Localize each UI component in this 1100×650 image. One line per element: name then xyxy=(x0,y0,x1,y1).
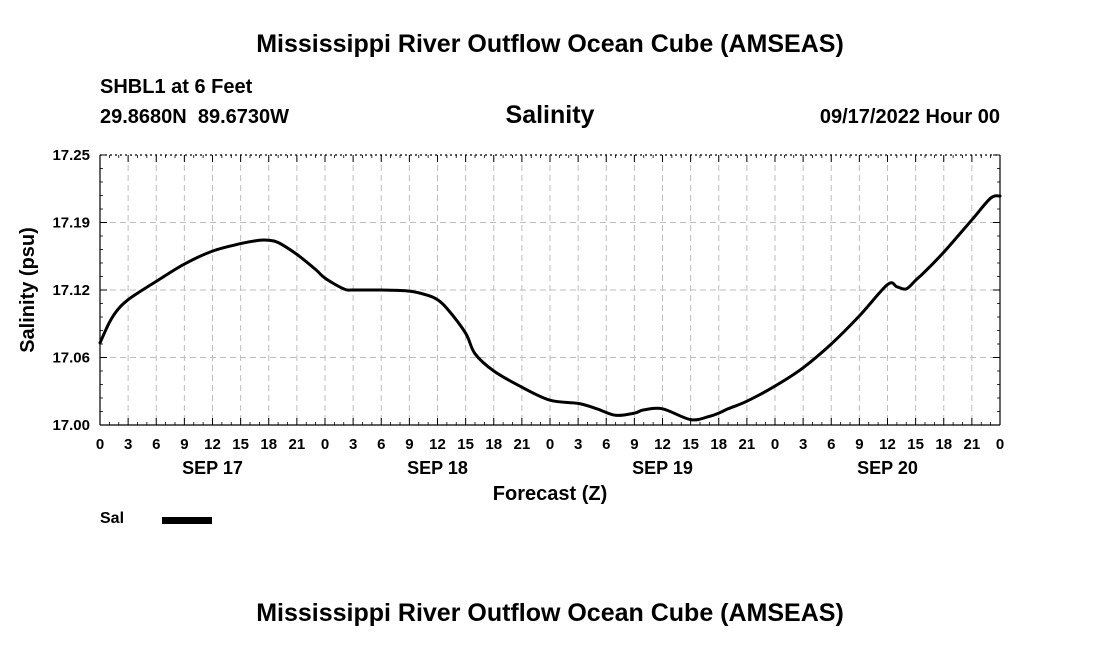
day-label: SEP 19 xyxy=(632,458,693,478)
station-label: SHBL1 at 6 Feet xyxy=(100,76,253,98)
x-tick-label: 3 xyxy=(349,436,357,453)
x-tick-label: 0 xyxy=(96,436,104,453)
x-tick-label: 3 xyxy=(124,436,132,453)
axes xyxy=(99,154,1001,426)
series xyxy=(98,194,1002,422)
legend-label: Sal xyxy=(100,510,125,527)
x-tick-label: 12 xyxy=(429,436,446,453)
x-tick-label: 21 xyxy=(739,436,756,453)
x-tick-label: 21 xyxy=(289,436,306,453)
day-label: SEP 18 xyxy=(407,458,468,478)
main-title: Mississippi River Outflow Ocean Cube (AM… xyxy=(256,30,844,58)
x-tick-label: 9 xyxy=(180,436,188,453)
x-tick-label: 6 xyxy=(377,436,385,453)
x-tick-label: 15 xyxy=(232,436,249,453)
x-tick-label: 0 xyxy=(996,436,1004,453)
y-tick-label: 17.06 xyxy=(52,350,90,367)
x-tick-label: 9 xyxy=(630,436,638,453)
x-tick-label: 21 xyxy=(964,436,981,453)
coordinates-label: 29.8680N 89.6730W xyxy=(100,106,290,128)
x-tick-label: 18 xyxy=(935,436,952,453)
footer-title: Mississippi River Outflow Ocean Cube (AM… xyxy=(256,599,844,627)
x-tick-label: 9 xyxy=(405,436,413,453)
x-tick-label: 18 xyxy=(710,436,727,453)
y-tick-label: 17.19 xyxy=(52,215,90,232)
y-tick-label: 17.12 xyxy=(52,282,90,299)
x-tick-label: 12 xyxy=(879,436,896,453)
x-tick-label: 0 xyxy=(546,436,554,453)
day-label: SEP 17 xyxy=(182,458,243,478)
y-tick-label: 17.00 xyxy=(52,417,90,434)
legend-swatch xyxy=(162,517,212,524)
series-line-sal xyxy=(98,194,1002,422)
day-label: SEP 20 xyxy=(857,458,918,478)
x-tick-label: 21 xyxy=(514,436,531,453)
x-tick-label: 6 xyxy=(602,436,610,453)
x-tick-label: 3 xyxy=(574,436,582,453)
x-tick-label: 9 xyxy=(855,436,863,453)
x-tick-label: 18 xyxy=(485,436,502,453)
y-axis-label: Salinity (psu) xyxy=(17,227,39,353)
x-tick-label: 15 xyxy=(457,436,474,453)
x-tick-label: 0 xyxy=(771,436,779,453)
x-tick-label: 15 xyxy=(907,436,924,453)
y-tick-label: 17.25 xyxy=(52,147,90,164)
x-tick-label: 6 xyxy=(152,436,160,453)
timestamp-label: 09/17/2022 Hour 00 xyxy=(819,106,1000,128)
tick-labels: 0 3 6 9 12 15 18 21 0 3 6 9 12 15 18 21 0 3 6 9 12 15 18 21 0 3 6 9… xyxy=(17,147,1004,505)
x-tick-label: 0 xyxy=(321,436,329,453)
chart-title: Salinity xyxy=(505,101,595,129)
grid xyxy=(100,155,1000,425)
x-tick-label: 6 xyxy=(827,436,835,453)
x-tick-label: 15 xyxy=(682,436,699,453)
x-tick-label: 3 xyxy=(799,436,807,453)
x-tick-label: 18 xyxy=(260,436,277,453)
x-tick-label: 12 xyxy=(654,436,671,453)
x-axis-label: Forecast (Z) xyxy=(493,483,607,505)
x-tick-label: 12 xyxy=(204,436,221,453)
